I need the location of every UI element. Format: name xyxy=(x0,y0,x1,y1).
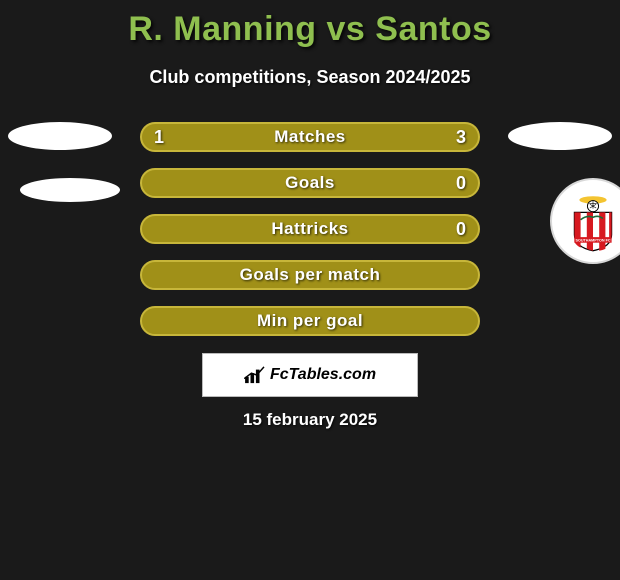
title-player2: Santos xyxy=(375,10,491,48)
date-line: 15 february 2025 xyxy=(0,410,620,430)
bar-goals-label: Goals xyxy=(285,173,335,193)
title-vs: vs xyxy=(317,10,376,48)
bar-hattricks-label: Hattricks xyxy=(271,219,348,239)
comparison-bars: 1 Matches 3 Goals 0 Hattricks 0 Goals pe… xyxy=(140,122,480,352)
svg-text:SOUTHAMPTON FC: SOUTHAMPTON FC xyxy=(575,238,610,242)
player2-club-crest: SOUTHAMPTON FC xyxy=(550,178,620,264)
subtitle: Club competitions, Season 2024/2025 xyxy=(0,67,620,88)
bar-hattricks: Hattricks 0 xyxy=(140,214,480,244)
bar-matches-label: Matches xyxy=(274,127,346,147)
player1-club-placeholder xyxy=(20,178,120,202)
bar-goals-per-match: Goals per match xyxy=(140,260,480,290)
bar-matches-left: 1 xyxy=(154,127,164,148)
bar-matches: 1 Matches 3 xyxy=(140,122,480,152)
player1-photo-placeholder xyxy=(8,122,112,150)
title-player1: R. Manning xyxy=(128,10,316,48)
bar-mpg-label: Min per goal xyxy=(257,311,363,331)
brand-box[interactable]: FcTables.com xyxy=(202,353,418,397)
brand-label: FcTables.com xyxy=(270,366,376,384)
bar-goals-right: 0 xyxy=(456,173,466,194)
bar-hattricks-right: 0 xyxy=(456,219,466,240)
southampton-crest-icon: SOUTHAMPTON FC xyxy=(562,190,620,252)
bar-matches-right: 3 xyxy=(456,127,466,148)
bar-gpm-label: Goals per match xyxy=(240,265,381,285)
player2-photo-placeholder xyxy=(508,122,612,150)
bar-min-per-goal: Min per goal xyxy=(140,306,480,336)
page-title: R. Manning vs Santos xyxy=(0,0,620,49)
bar-goals: Goals 0 xyxy=(140,168,480,198)
chart-icon xyxy=(244,366,266,384)
brand-text: FcTables.com xyxy=(244,366,376,384)
